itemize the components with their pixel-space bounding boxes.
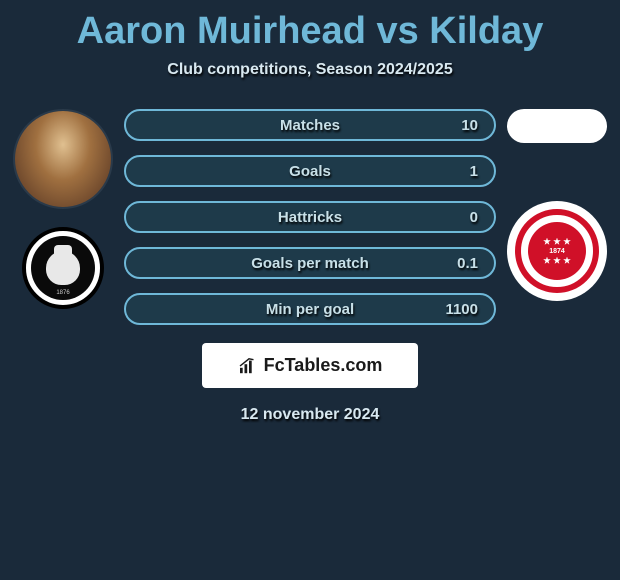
club-badge-right: 1874 — [507, 201, 607, 301]
stat-label: Goals per match — [251, 255, 369, 272]
hamilton-ring: 1874 — [515, 209, 599, 293]
hamilton-year: 1874 — [549, 248, 565, 255]
star-icon — [543, 257, 551, 265]
club-badge-left: 1876 — [22, 227, 104, 309]
brand-text: FcTables.com — [264, 355, 383, 376]
partick-year: 1876 — [56, 290, 69, 296]
date-line: 12 november 2024 — [0, 406, 620, 424]
left-player-column: 1876 — [8, 109, 118, 309]
hamilton-inner: 1874 — [528, 222, 586, 280]
stat-row-goals: Goals 1 — [124, 155, 496, 187]
stat-label: Hattricks — [278, 209, 342, 226]
stat-row-gpm: Goals per match 0.1 — [124, 247, 496, 279]
partick-badge-inner: 1876 — [31, 236, 95, 300]
stat-right-value: 1 — [438, 163, 478, 180]
stat-row-mpg: Min per goal 1100 — [124, 293, 496, 325]
stat-row-hattricks: Hattricks 0 — [124, 201, 496, 233]
star-icon — [553, 238, 561, 246]
brand-box[interactable]: FcTables.com — [202, 343, 418, 388]
right-player-column: 1874 — [502, 109, 612, 301]
star-icon — [553, 257, 561, 265]
stat-label: Matches — [280, 117, 340, 134]
player-left-photo — [13, 109, 113, 209]
stat-right-value: 0 — [438, 209, 478, 226]
star-icon — [563, 257, 571, 265]
page-title: Aaron Muirhead vs Kilday — [0, 0, 620, 53]
stat-row-matches: Matches 10 — [124, 109, 496, 141]
stat-label: Min per goal — [266, 301, 354, 318]
stats-column: Matches 10 Goals 1 Hattricks 0 Goals per… — [118, 109, 502, 325]
stars-row-bottom — [543, 257, 571, 265]
subtitle: Club competitions, Season 2024/2025 — [0, 61, 620, 79]
stat-right-value: 1100 — [438, 301, 478, 318]
comparison-row: 1876 Matches 10 Goals 1 Hattricks 0 Goal… — [0, 109, 620, 325]
chart-icon — [238, 357, 260, 375]
stat-right-value: 10 — [438, 117, 478, 134]
stat-right-value: 0.1 — [438, 255, 478, 272]
star-icon — [543, 238, 551, 246]
thistle-icon — [46, 251, 80, 285]
stat-label: Goals — [289, 163, 331, 180]
player-right-photo — [507, 109, 607, 143]
star-icon — [563, 238, 571, 246]
stars-row-top — [543, 238, 571, 246]
